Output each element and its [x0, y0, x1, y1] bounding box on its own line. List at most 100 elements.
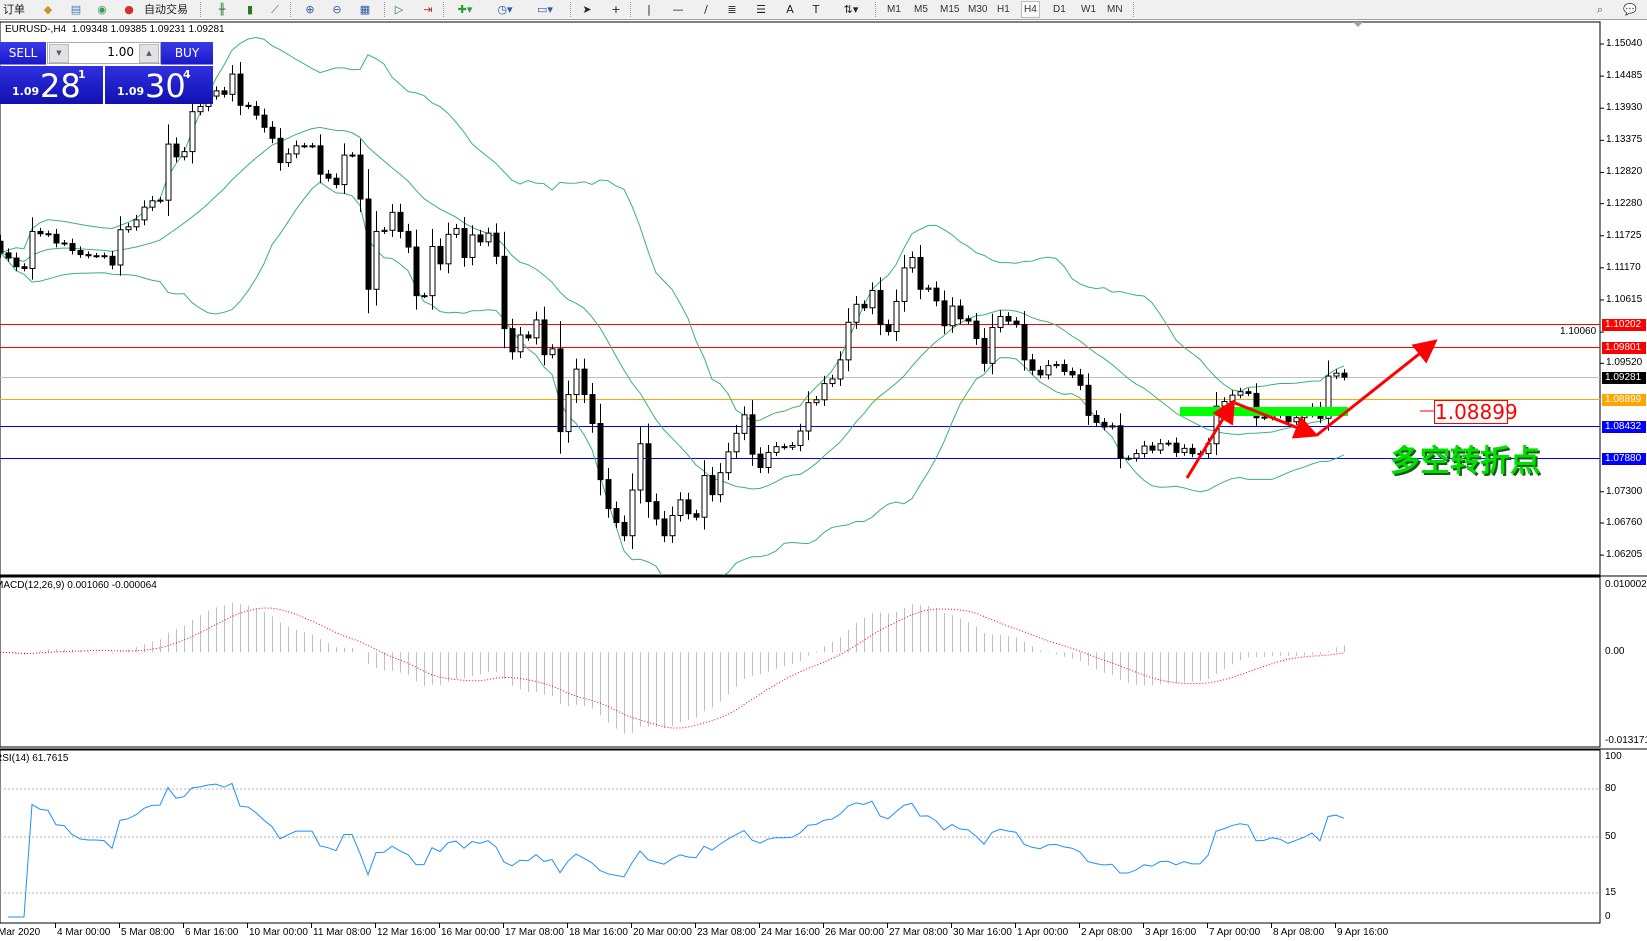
red-arrow-up-2[interactable] [1316, 339, 1438, 437]
volume-input[interactable]: 1.00 [107, 45, 134, 59]
cursor-icon[interactable]: ➤ [582, 3, 592, 16]
timeframe-h1[interactable]: H1 [997, 4, 1010, 15]
support-zone-rect[interactable] [1180, 407, 1348, 416]
tile-windows-icon[interactable]: ▦ [359, 3, 371, 16]
bollinger-upper-band [0, 36, 1345, 422]
bear-candle-body [1005, 315, 1012, 322]
candle [973, 313, 980, 345]
level-label-1-08899[interactable]: 1.08899 [1434, 400, 1518, 424]
price-line-tag: 1.09801 [1602, 341, 1646, 354]
bear-candle-body [237, 73, 244, 106]
candle [101, 252, 108, 259]
bull-candle-body [573, 368, 580, 396]
horizontal-line-icon[interactable]: — [672, 3, 684, 16]
buy-button[interactable]: BUY [161, 42, 213, 65]
candle [373, 211, 380, 306]
chart-shift-icon[interactable]: ⇥ [423, 3, 433, 16]
indicators-dropdown-icon[interactable]: ✚▾ [457, 3, 473, 16]
candle [1069, 367, 1076, 379]
candle [197, 102, 204, 116]
candle [605, 468, 612, 518]
sell-button[interactable]: SELL [0, 42, 46, 65]
time-axis-label: 17 Mar 08:00 [505, 927, 564, 938]
navigator-icon[interactable]: ◉ [97, 3, 107, 16]
timeframe-w1[interactable]: W1 [1081, 4, 1096, 15]
volume-decrease-button[interactable]: ▼ [49, 44, 69, 63]
time-axis-label: 30 Mar 16:00 [953, 927, 1012, 938]
timeframe-h4[interactable]: H4 [1021, 1, 1040, 18]
vertical-line-icon[interactable]: | [647, 3, 651, 16]
bull-candle-body [293, 145, 300, 155]
candle [1045, 359, 1052, 380]
timeframe-m1[interactable]: M1 [887, 4, 901, 15]
new-order-button[interactable]: 订单 [3, 3, 25, 16]
bear-candle-body [1341, 372, 1348, 378]
bull-candle-body [813, 399, 820, 404]
autotrade-icon[interactable]: ● [124, 3, 134, 16]
arrows-dropdown-icon[interactable]: ⇅▾ [843, 3, 859, 16]
price-axis-label: 1.13930 [1606, 102, 1643, 114]
axes [55, 43, 1604, 928]
templates-dropdown-icon[interactable]: ▭▾ [537, 3, 553, 16]
bull-candle-body [349, 154, 356, 157]
candle [613, 501, 620, 529]
timeframe-m15[interactable]: M15 [940, 4, 960, 15]
trendline-icon[interactable]: / [704, 3, 708, 16]
buy-price[interactable]: 1.09 30 4 [105, 66, 213, 104]
main-chart-frame [0, 21, 1601, 576]
crosshair-icon[interactable]: + [611, 3, 621, 16]
bull-candle-body [1237, 391, 1244, 396]
bear-candle-body [781, 446, 788, 449]
volume-stepper[interactable]: ▼ 1.00 ▲ [47, 42, 161, 64]
text-label-icon[interactable]: T [812, 3, 820, 16]
red-arrow-up-1[interactable] [1185, 398, 1236, 479]
text-icon[interactable]: A [786, 3, 794, 16]
candle [317, 134, 324, 184]
bear-candle-body [861, 303, 868, 309]
annotations[interactable] [1180, 339, 1438, 479]
bull-candle-body [141, 206, 148, 221]
candle [725, 442, 732, 480]
market-watch-icon[interactable]: ◆ [43, 3, 53, 16]
periods-dropdown-icon[interactable]: ◷▾ [497, 3, 513, 16]
bear-candle-body [37, 230, 44, 235]
timeframe-d1[interactable]: D1 [1053, 4, 1066, 15]
data-window-icon[interactable]: ▤ [70, 3, 82, 16]
timeframe-m30[interactable]: M30 [968, 4, 988, 15]
red-arrow-down[interactable] [1234, 401, 1319, 439]
candlestick-icon[interactable]: ▮ [246, 3, 254, 16]
chart-shift-marker[interactable] [1353, 22, 1363, 27]
bull-candle-body [1181, 447, 1188, 453]
turning-point-text[interactable]: 多空转折点 [1390, 444, 1540, 479]
bull-candle-body [829, 378, 836, 385]
volume-increase-button[interactable]: ▲ [139, 44, 159, 63]
timeframe-mn[interactable]: MN [1107, 4, 1123, 15]
timeframe-m5[interactable]: M5 [914, 4, 928, 15]
candle [117, 216, 124, 276]
line-chart-icon[interactable]: ⟋ [271, 3, 279, 16]
bar-chart-icon[interactable]: ╫ [218, 3, 226, 16]
candle [405, 223, 412, 254]
bear-candle-body [437, 245, 444, 265]
zoom-in-icon[interactable]: ⊕ [305, 3, 315, 16]
candle [5, 248, 12, 262]
time-axis-label: 8 Apr 08:00 [1273, 927, 1325, 938]
zoom-out-icon[interactable]: ⊖ [332, 3, 342, 16]
bear-candle-body [661, 518, 668, 537]
bull-candle-body [285, 153, 292, 164]
bear-candle-body [397, 211, 404, 232]
sell-price[interactable]: 1.09 28 1 [0, 66, 103, 104]
candle [1181, 444, 1188, 456]
candle [445, 222, 452, 274]
auto-scroll-icon[interactable]: ▷ [394, 3, 404, 16]
autotrade-button[interactable]: 自动交易 [144, 3, 188, 16]
chat-icon[interactable]: 💬 [1623, 3, 1637, 16]
equidistant-channel-icon[interactable]: ≣ [727, 3, 737, 16]
fibonacci-icon[interactable]: ☰ [756, 3, 766, 16]
bear-candle-body [1149, 445, 1156, 451]
candle [589, 383, 596, 433]
search-icon[interactable]: ⌕ [1596, 3, 1604, 16]
bear-candle-body [933, 287, 940, 302]
bull-candle-body [853, 303, 860, 323]
